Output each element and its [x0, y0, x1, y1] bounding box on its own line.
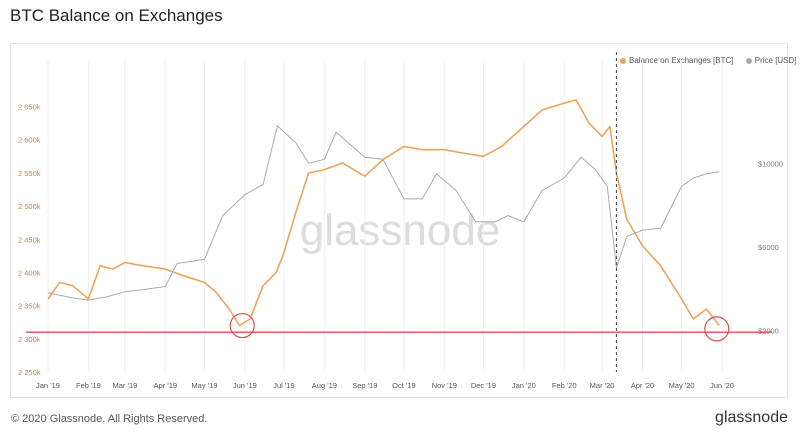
legend-price[interactable]: Price [USD]: [745, 56, 797, 65]
x-tick-label: Sep '19: [352, 381, 377, 390]
x-tick-label: Nov '19: [432, 381, 457, 390]
x-tick-label: Apr '19: [154, 381, 178, 390]
x-tick-label: Jul '19: [273, 381, 294, 390]
x-tick-label: Dec '19: [471, 381, 496, 390]
y-right-tick-label: $10000: [758, 159, 783, 168]
x-tick-label: Mar '19: [113, 381, 138, 390]
legend-price-dot: [745, 57, 752, 64]
watermark-text: glassnode: [300, 206, 501, 255]
highlight-circle: [229, 312, 255, 339]
copyright-text: © 2020 Glassnode. All Rights Reserved.: [11, 413, 208, 425]
series-line-price: [47, 125, 720, 301]
y-left-tick-label: 2 500k: [18, 202, 41, 211]
x-tick-label: Apr '20: [631, 381, 655, 390]
series-line-balance: [47, 99, 721, 327]
y-left-tick-label: 2 450k: [18, 235, 41, 244]
chart-frame: [10, 43, 788, 398]
x-tick-label: May '20: [669, 381, 695, 390]
x-tick-label: Jun '19: [233, 381, 257, 390]
x-tick-label: Jan '19: [36, 381, 60, 390]
x-tick-label: Oct '19: [392, 381, 416, 390]
x-tick-label: Feb '20: [552, 381, 577, 390]
x-tick-label: May '19: [191, 381, 217, 390]
y-left-tick-label: 2 650k: [18, 103, 41, 112]
x-tick-label: Jan '20: [512, 381, 536, 390]
x-tick-label: Mar '20: [590, 381, 615, 390]
highlight-circle: [704, 316, 730, 342]
x-tick-label: Aug '19: [312, 381, 337, 390]
brand-logo-text: glassnode: [715, 409, 788, 426]
y-right-tick-label: $2000: [758, 326, 779, 335]
y-left-tick-label: 2 350k: [18, 302, 41, 311]
legend-balance-dot: [620, 57, 626, 64]
y-left-tick-label: 2 600k: [18, 136, 41, 145]
y-left-tick-label: 2 250k: [18, 368, 41, 377]
y-left-tick-label: 2 400k: [18, 268, 41, 277]
y-left-tick-label: 2 300k: [18, 335, 41, 344]
chart-title: BTC Balance on Exchanges: [10, 6, 223, 25]
y-right-tick-label: $6000: [758, 243, 779, 252]
y-left-tick-label: 2 550k: [18, 169, 41, 178]
x-tick-label: Jun '20: [710, 381, 734, 390]
x-tick-label: Feb '19: [76, 381, 101, 390]
legend-price-label: Price [USD]: [754, 56, 797, 65]
